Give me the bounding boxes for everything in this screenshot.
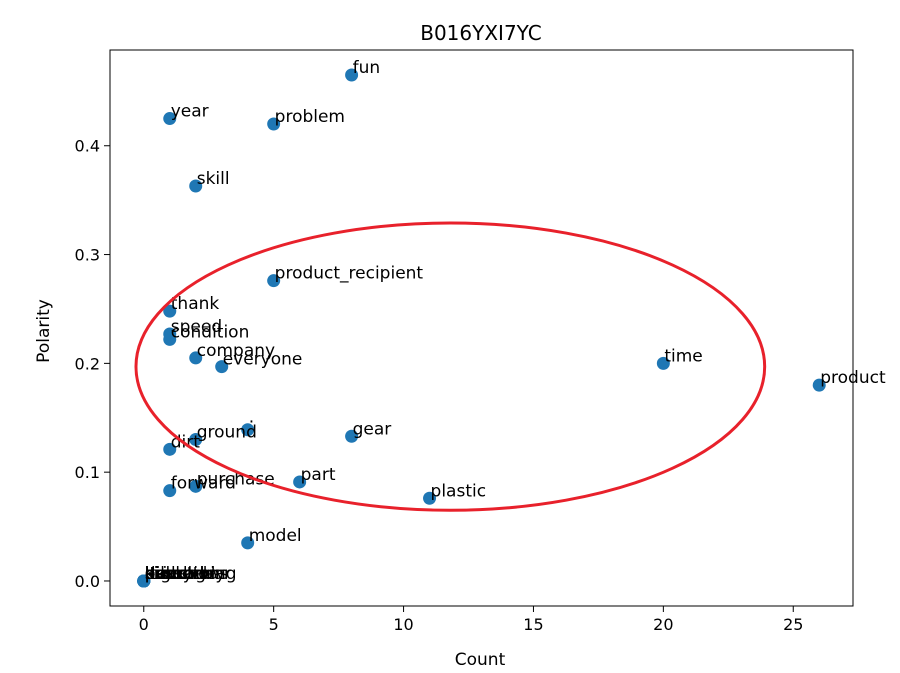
point-label: kid xyxy=(145,564,170,584)
point-label: purchase xyxy=(197,469,275,489)
plot-frame xyxy=(109,49,854,607)
data-point xyxy=(189,479,203,493)
y-axis-label: Polarity xyxy=(34,299,54,363)
point-label: product_recipient xyxy=(275,264,424,284)
point-label: package xyxy=(145,564,217,584)
point-label: everyone xyxy=(223,350,303,370)
x-tick-label: 0 xyxy=(139,615,149,634)
data-points xyxy=(137,68,826,588)
x-tick-label: 20 xyxy=(653,615,673,634)
point-label: gear xyxy=(353,419,392,439)
data-point xyxy=(345,429,359,443)
point-label: item xyxy=(145,564,183,584)
x-tick-label: 10 xyxy=(393,615,413,634)
point-label: year xyxy=(171,102,209,122)
data-point xyxy=(423,491,437,505)
data-point xyxy=(345,68,359,82)
point-label: time xyxy=(664,346,702,366)
data-point xyxy=(189,433,203,447)
y-tick-label: 0.3 xyxy=(75,246,100,265)
point-label: directions xyxy=(145,564,228,584)
highlight-ellipse xyxy=(134,221,767,512)
point-label: forward xyxy=(171,474,236,494)
data-point xyxy=(267,117,281,131)
data-point xyxy=(163,484,177,498)
data-point xyxy=(163,442,177,456)
point-label: bike xyxy=(145,564,180,584)
point-label: model xyxy=(249,526,302,546)
point-label: fun xyxy=(353,58,381,78)
point-label: problem xyxy=(275,107,345,127)
data-point xyxy=(189,351,203,365)
point-label: size xyxy=(145,564,178,584)
axes: 0 5 10 15 20 25 0.0 0.1 0.2 0.3 0.4 xyxy=(75,49,854,634)
point-label: company xyxy=(197,341,275,361)
point-label: box xyxy=(145,564,176,584)
plot-background xyxy=(110,50,853,606)
y-tick-label: 0.4 xyxy=(75,137,100,156)
point-label: handlebar xyxy=(145,564,231,584)
point-label: higher xyxy=(145,564,200,584)
point-label: ground xyxy=(197,423,257,443)
plot-area xyxy=(110,50,853,606)
data-point xyxy=(163,112,177,126)
data-point xyxy=(163,304,177,318)
data-point xyxy=(267,274,281,288)
x-tick-label: 15 xyxy=(523,615,543,634)
x-tick-label: 5 xyxy=(269,615,279,634)
data-point xyxy=(189,179,203,193)
point-label: assembly xyxy=(145,564,226,584)
point-label: everything xyxy=(145,564,237,584)
point-label: thank xyxy=(171,294,220,314)
data-point xyxy=(293,475,307,489)
data-point xyxy=(163,332,177,346)
data-point xyxy=(241,423,255,437)
point-label: condition xyxy=(171,322,250,342)
x-tick-label: 25 xyxy=(783,615,803,634)
data-point xyxy=(812,378,826,392)
data-point xyxy=(656,356,670,370)
y-tick-label: 0.2 xyxy=(75,354,100,373)
data-point xyxy=(241,536,255,550)
data-point xyxy=(215,360,229,374)
annotation xyxy=(134,221,767,512)
data-point xyxy=(137,574,151,588)
y-tick-label: 0.0 xyxy=(75,572,100,591)
point-labels: fun year problem skill product_recipientthan… xyxy=(145,58,886,584)
chart-title: B016YXI7YC xyxy=(420,21,542,45)
point-label: plastic xyxy=(431,481,487,501)
x-axis-label: Count xyxy=(455,650,506,670)
point-label: · xyxy=(249,413,254,433)
point-label: price xyxy=(145,564,187,584)
point-label: skill xyxy=(197,169,230,189)
point-label: speed xyxy=(171,317,222,337)
point-label: part xyxy=(301,465,336,485)
y-tick-label: 0.1 xyxy=(75,463,100,482)
